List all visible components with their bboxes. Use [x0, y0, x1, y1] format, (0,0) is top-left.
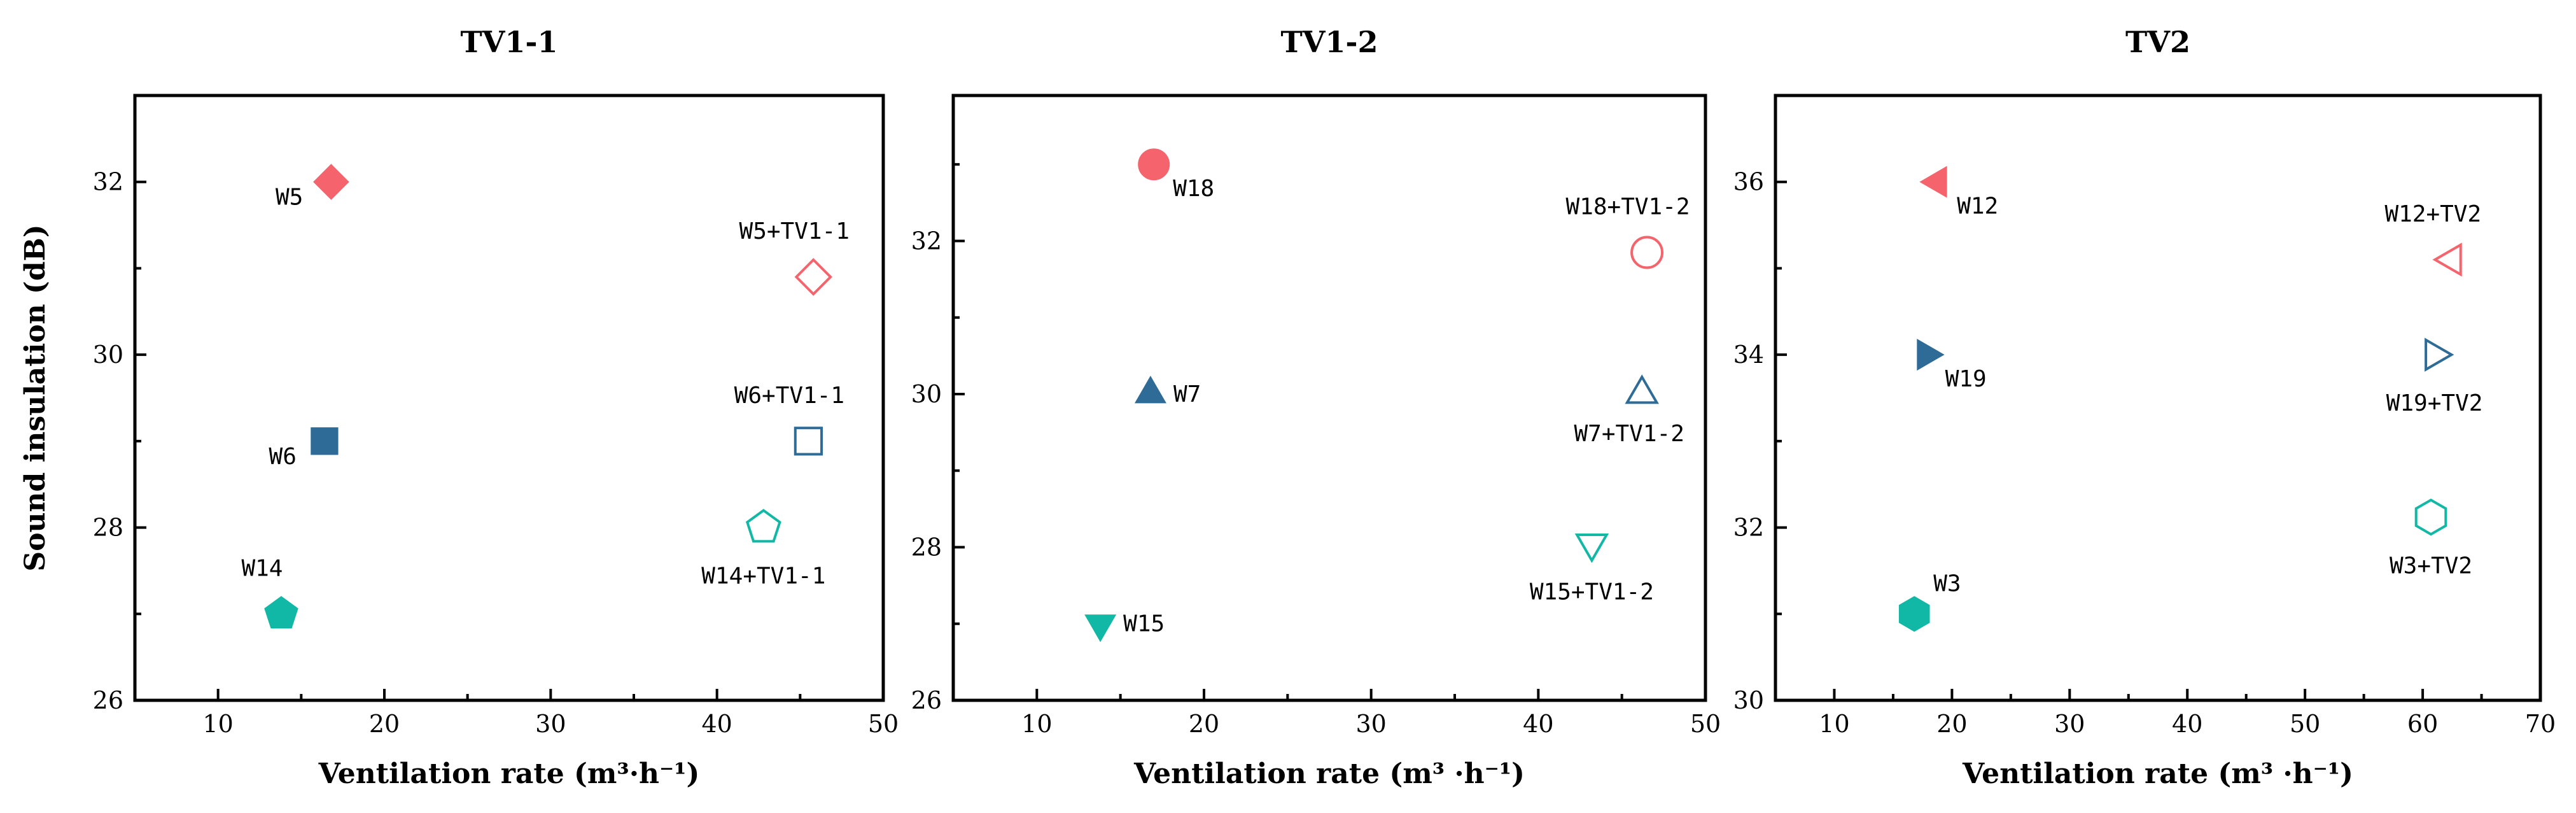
x-tick-label-tv2-60: 60: [2407, 710, 2438, 738]
point-label-w3-tv2: W3+TV2: [2390, 553, 2472, 579]
x-axis-label-tv2: Ventilation rate (m³ ·h⁻¹): [1962, 758, 2353, 790]
point-label-w14: W14: [241, 555, 283, 581]
point-label-w15: W15: [1123, 611, 1165, 637]
point-label-w6: W6: [269, 444, 297, 470]
point-label-w14-tv1-1: W14+TV1-1: [701, 563, 825, 590]
x-tick-label-tv1-2-30: 30: [1355, 710, 1386, 738]
point-label-w15-tv1-2: W15+TV1-2: [1530, 579, 1654, 605]
plot-frame-tv1-2: [951, 94, 1707, 702]
point-w7-tv1-2: [1625, 374, 1659, 404]
x-tick-label-tv1-2-20: 20: [1189, 710, 1219, 738]
y-tick-label-tv1-2-30: 30: [911, 380, 942, 408]
y-tick-label-tv2-34: 34: [1733, 341, 1764, 369]
y-tick-label-tv1-1-26: 26: [93, 686, 123, 714]
y-tick-label-tv2-36: 36: [1733, 168, 1764, 196]
point-label-w6-tv1-1: W6+TV1-1: [734, 383, 844, 409]
point-label-w12: W12: [1957, 194, 1998, 220]
point-w5: [313, 164, 349, 201]
point-label-w5: W5: [276, 185, 303, 211]
point-w19: [1917, 339, 1945, 371]
point-w15: [1084, 614, 1117, 642]
panel-tv1-2: TV1-2 10 20 30 40 50 26 28 30 32 Ventilation rate …: [911, 25, 1721, 790]
y-axis-label-tv1-1: Sound insulation (dB): [19, 224, 52, 571]
x-tick-label-tv1-1-40: 40: [701, 710, 732, 738]
point-w18-tv1-2: [1630, 236, 1664, 269]
point-w5-tv1-1: [794, 258, 832, 296]
point-w3: [1898, 596, 1930, 632]
x-tick-label-tv1-2-10: 10: [1021, 710, 1052, 738]
y-tick-label-tv2-32: 32: [1733, 514, 1764, 542]
y-tick-label-tv2-30: 30: [1733, 686, 1764, 714]
point-label-w19: W19: [1945, 366, 1987, 392]
point-w6-tv1-1: [794, 427, 823, 456]
chart-title-tv2: TV2: [2125, 25, 2190, 59]
point-w6: [311, 427, 339, 455]
point-w12: [1919, 166, 1947, 198]
x-tick-label-tv1-2-50: 50: [1690, 710, 1721, 738]
point-w3-tv2: [2414, 498, 2447, 536]
x-tick-label-tv1-1-50: 50: [868, 710, 899, 738]
point-label-w18-tv1-2: W18+TV1-2: [1566, 194, 1690, 220]
panel-tv1-1: TV1-1 10 20 30 40 50 26 28 30 32 Ventilation rate …: [19, 25, 899, 790]
point-label-w12-tv2: W12+TV2: [2384, 201, 2481, 227]
chart-title-tv1-1: TV1-1: [460, 25, 557, 59]
plot-frame-tv2: [1774, 94, 2542, 702]
x-tick-label-tv1-2-40: 40: [1523, 710, 1553, 738]
point-w14-tv1-1: [745, 509, 781, 543]
x-axis-label-tv1-2: Ventilation rate (m³ ·h⁻¹): [1133, 758, 1525, 790]
point-w18: [1138, 148, 1170, 181]
plot-frame-tv1-1: [133, 94, 885, 702]
y-tick-label-tv1-1-28: 28: [93, 514, 123, 542]
point-w15-tv1-2: [1574, 534, 1609, 563]
y-tick-label-tv1-2-26: 26: [911, 686, 942, 714]
point-label-w3: W3: [1933, 570, 1961, 597]
point-label-w18: W18: [1173, 176, 1214, 202]
point-label-w7: W7: [1173, 381, 1201, 407]
x-tick-label-tv2-70: 70: [2525, 710, 2556, 738]
point-label-w19-tv2: W19+TV2: [2386, 390, 2483, 416]
panel-tv2: TV2 10 20 30 40 50 60 70 30 32 34 36 Ventilation rat…: [1733, 25, 2556, 790]
point-w7: [1134, 376, 1166, 404]
x-tick-label-tv1-1-30: 30: [535, 710, 566, 738]
chart-title-tv1-2: TV1-2: [1280, 25, 1378, 59]
y-tick-label-tv1-1-32: 32: [93, 168, 123, 196]
point-w19-tv2: [2425, 337, 2454, 372]
y-tick-label-tv1-1-30: 30: [93, 341, 123, 369]
x-tick-label-tv1-1-10: 10: [202, 710, 233, 738]
y-tick-label-tv1-2-28: 28: [911, 533, 942, 561]
x-tick-label-tv2-40: 40: [2172, 710, 2202, 738]
x-tick-label-tv2-30: 30: [2054, 710, 2085, 738]
x-tick-label-tv2-20: 20: [1936, 710, 1967, 738]
point-label-w7-tv1-2: W7+TV1-2: [1574, 421, 1684, 447]
y-tick-label-tv1-2-32: 32: [911, 227, 942, 255]
point-label-w5-tv1-1: W5+TV1-1: [739, 218, 850, 244]
x-tick-label-tv2-50: 50: [2290, 710, 2320, 738]
x-axis-label-tv1-1: Ventilation rate (m³·h⁻¹): [318, 758, 700, 790]
point-w14: [264, 596, 298, 628]
x-tick-label-tv1-1-20: 20: [369, 710, 400, 738]
point-w12-tv2: [2432, 243, 2462, 277]
x-tick-label-tv2-10: 10: [1819, 710, 1849, 738]
